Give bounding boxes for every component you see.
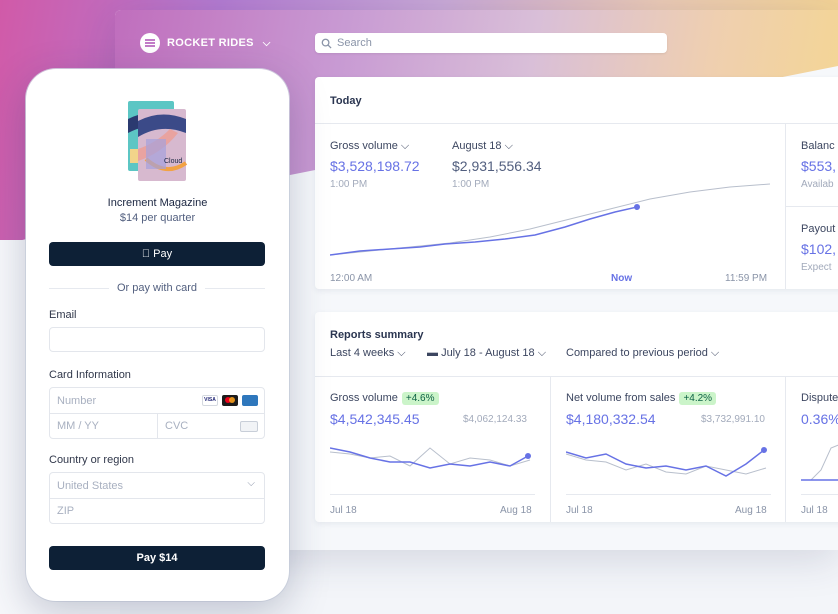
card-number-field[interactable]: Number VISA <box>50 388 264 413</box>
rocket-rides-logo-icon <box>140 33 160 53</box>
visa-icon: VISA <box>202 395 218 406</box>
chevron-down-icon: ⌵ <box>504 140 513 152</box>
growth-badge: +4.2% <box>679 392 717 405</box>
chevron-down-icon: ⌵ <box>710 347 720 359</box>
apple-icon:  <box>142 248 150 260</box>
balance-sub: Availab <box>801 179 834 190</box>
today-title: Today <box>330 95 362 107</box>
compare-time: 1:00 PM <box>452 179 490 190</box>
card-info-group: Number VISA MM / YY CVC <box>49 387 265 439</box>
report-net-prev: $3,732,991.10 <box>701 414 765 425</box>
compare-date-selector[interactable]: August 18 ⌵ <box>452 140 513 152</box>
axis-start: 12:00 AM <box>330 273 373 284</box>
payout-sub: Expect <box>801 262 832 273</box>
country-label: Country or region <box>49 454 134 466</box>
compare-filter[interactable]: Compared to previous period ⌵ <box>566 347 720 359</box>
reports-title: Reports summary <box>330 329 424 341</box>
chevron-down-icon: ⌵ <box>537 347 547 359</box>
chevron-down-icon: ⌵ <box>400 140 410 152</box>
report-net-value: $4,180,332.54 <box>566 411 656 427</box>
today-card: Today Gross volume ⌵ $3,528,198.72 1:00 … <box>315 77 838 289</box>
chevron-down-icon: ⌵ <box>247 478 255 489</box>
magazine-cover-image: Cloud <box>128 101 188 181</box>
report-dispute-value: 0.36% <box>801 411 838 427</box>
country-select[interactable]: United States ⌵ <box>57 478 255 492</box>
axis-now: Now <box>611 273 633 284</box>
brand-switcher[interactable]: ROCKET RIDES ⌵ <box>140 33 271 53</box>
balance-label: Balanc <box>801 140 835 152</box>
range-filter[interactable]: Last 4 weeks ⌵ <box>330 347 406 359</box>
reports-summary-card: Reports summary Last 4 weeks ⌵ ▬ July 18… <box>315 312 838 522</box>
chevron-down-icon: ⌵ <box>397 347 406 359</box>
product-price: $14 per quarter <box>119 212 196 224</box>
report-net-label: Net volume from sales +4.2% <box>566 392 717 405</box>
or-divider: Or pay with card <box>49 282 265 294</box>
divider <box>785 206 838 207</box>
divider <box>566 494 771 495</box>
cvc-field[interactable]: CVC <box>165 420 189 432</box>
zip-field[interactable]: ZIP <box>50 498 264 523</box>
report-start: Jul 18 <box>330 505 357 516</box>
calendar-icon: ▬ <box>427 347 438 359</box>
gross-volume-value: $3,528,198.72 <box>330 158 420 174</box>
date-range-filter[interactable]: ▬ July 18 - August 18 ⌵ <box>427 347 547 359</box>
report-start: Jul 18 <box>566 505 593 516</box>
report-dispute-label: Dispute <box>801 392 838 404</box>
checkout-phone: Cloud Increment Magazine $14 per quarter… <box>26 69 289 601</box>
now-point <box>634 204 640 210</box>
report-gross-prev: $4,062,124.33 <box>463 414 527 425</box>
divider <box>785 376 786 522</box>
card-info-label: Card Information <box>49 369 131 381</box>
balance-value: $553, <box>801 158 837 174</box>
report-gross-value: $4,542,345.45 <box>330 411 420 427</box>
growth-badge: +4.6% <box>401 392 439 405</box>
divider <box>315 376 838 377</box>
divider <box>801 494 838 495</box>
email-label: Email <box>49 309 77 321</box>
report-gross-label: Gross volume +4.6% <box>330 392 439 405</box>
report-end: Aug 18 <box>735 505 767 516</box>
amex-icon <box>242 395 258 406</box>
report-end: Aug 18 <box>500 505 532 516</box>
cvc-card-icon <box>240 421 258 432</box>
gross-volume-time: 1:00 PM <box>330 179 368 190</box>
email-field[interactable] <box>49 327 265 352</box>
compare-value: $2,931,556.34 <box>452 158 542 174</box>
search-placeholder: Search <box>337 37 372 49</box>
address-group: United States ⌵ ZIP <box>49 472 265 524</box>
today-chart <box>330 183 770 256</box>
comparison-line <box>330 183 770 256</box>
divider <box>330 494 535 495</box>
payout-value: $102, <box>801 241 837 257</box>
apple-pay-button[interactable]:  Pay <box>49 242 265 266</box>
expiry-field[interactable]: MM / YY <box>50 413 158 439</box>
search-icon <box>321 38 332 49</box>
dispute-sparkline <box>801 444 838 481</box>
brand-name: ROCKET RIDES <box>167 37 254 49</box>
pay-button[interactable]: Pay $14 <box>49 546 265 570</box>
gross-volume-selector[interactable]: Gross volume ⌵ <box>330 140 410 152</box>
net-sparkline <box>566 447 767 477</box>
or-text: Or pay with card <box>116 282 198 294</box>
search-input[interactable]: Search <box>315 33 667 53</box>
product-name: Increment Magazine <box>107 197 208 209</box>
gross-sparkline <box>330 447 531 469</box>
divider <box>550 376 551 522</box>
chevron-down-icon: ⌵ <box>262 37 271 49</box>
mastercard-icon <box>222 395 238 406</box>
divider <box>315 123 838 124</box>
payout-label: Payout <box>801 223 836 235</box>
svg-text:Cloud: Cloud <box>164 158 182 165</box>
today-line <box>330 206 638 256</box>
report-start: Jul 18 <box>801 505 828 516</box>
axis-end: 11:59 PM <box>725 273 768 284</box>
